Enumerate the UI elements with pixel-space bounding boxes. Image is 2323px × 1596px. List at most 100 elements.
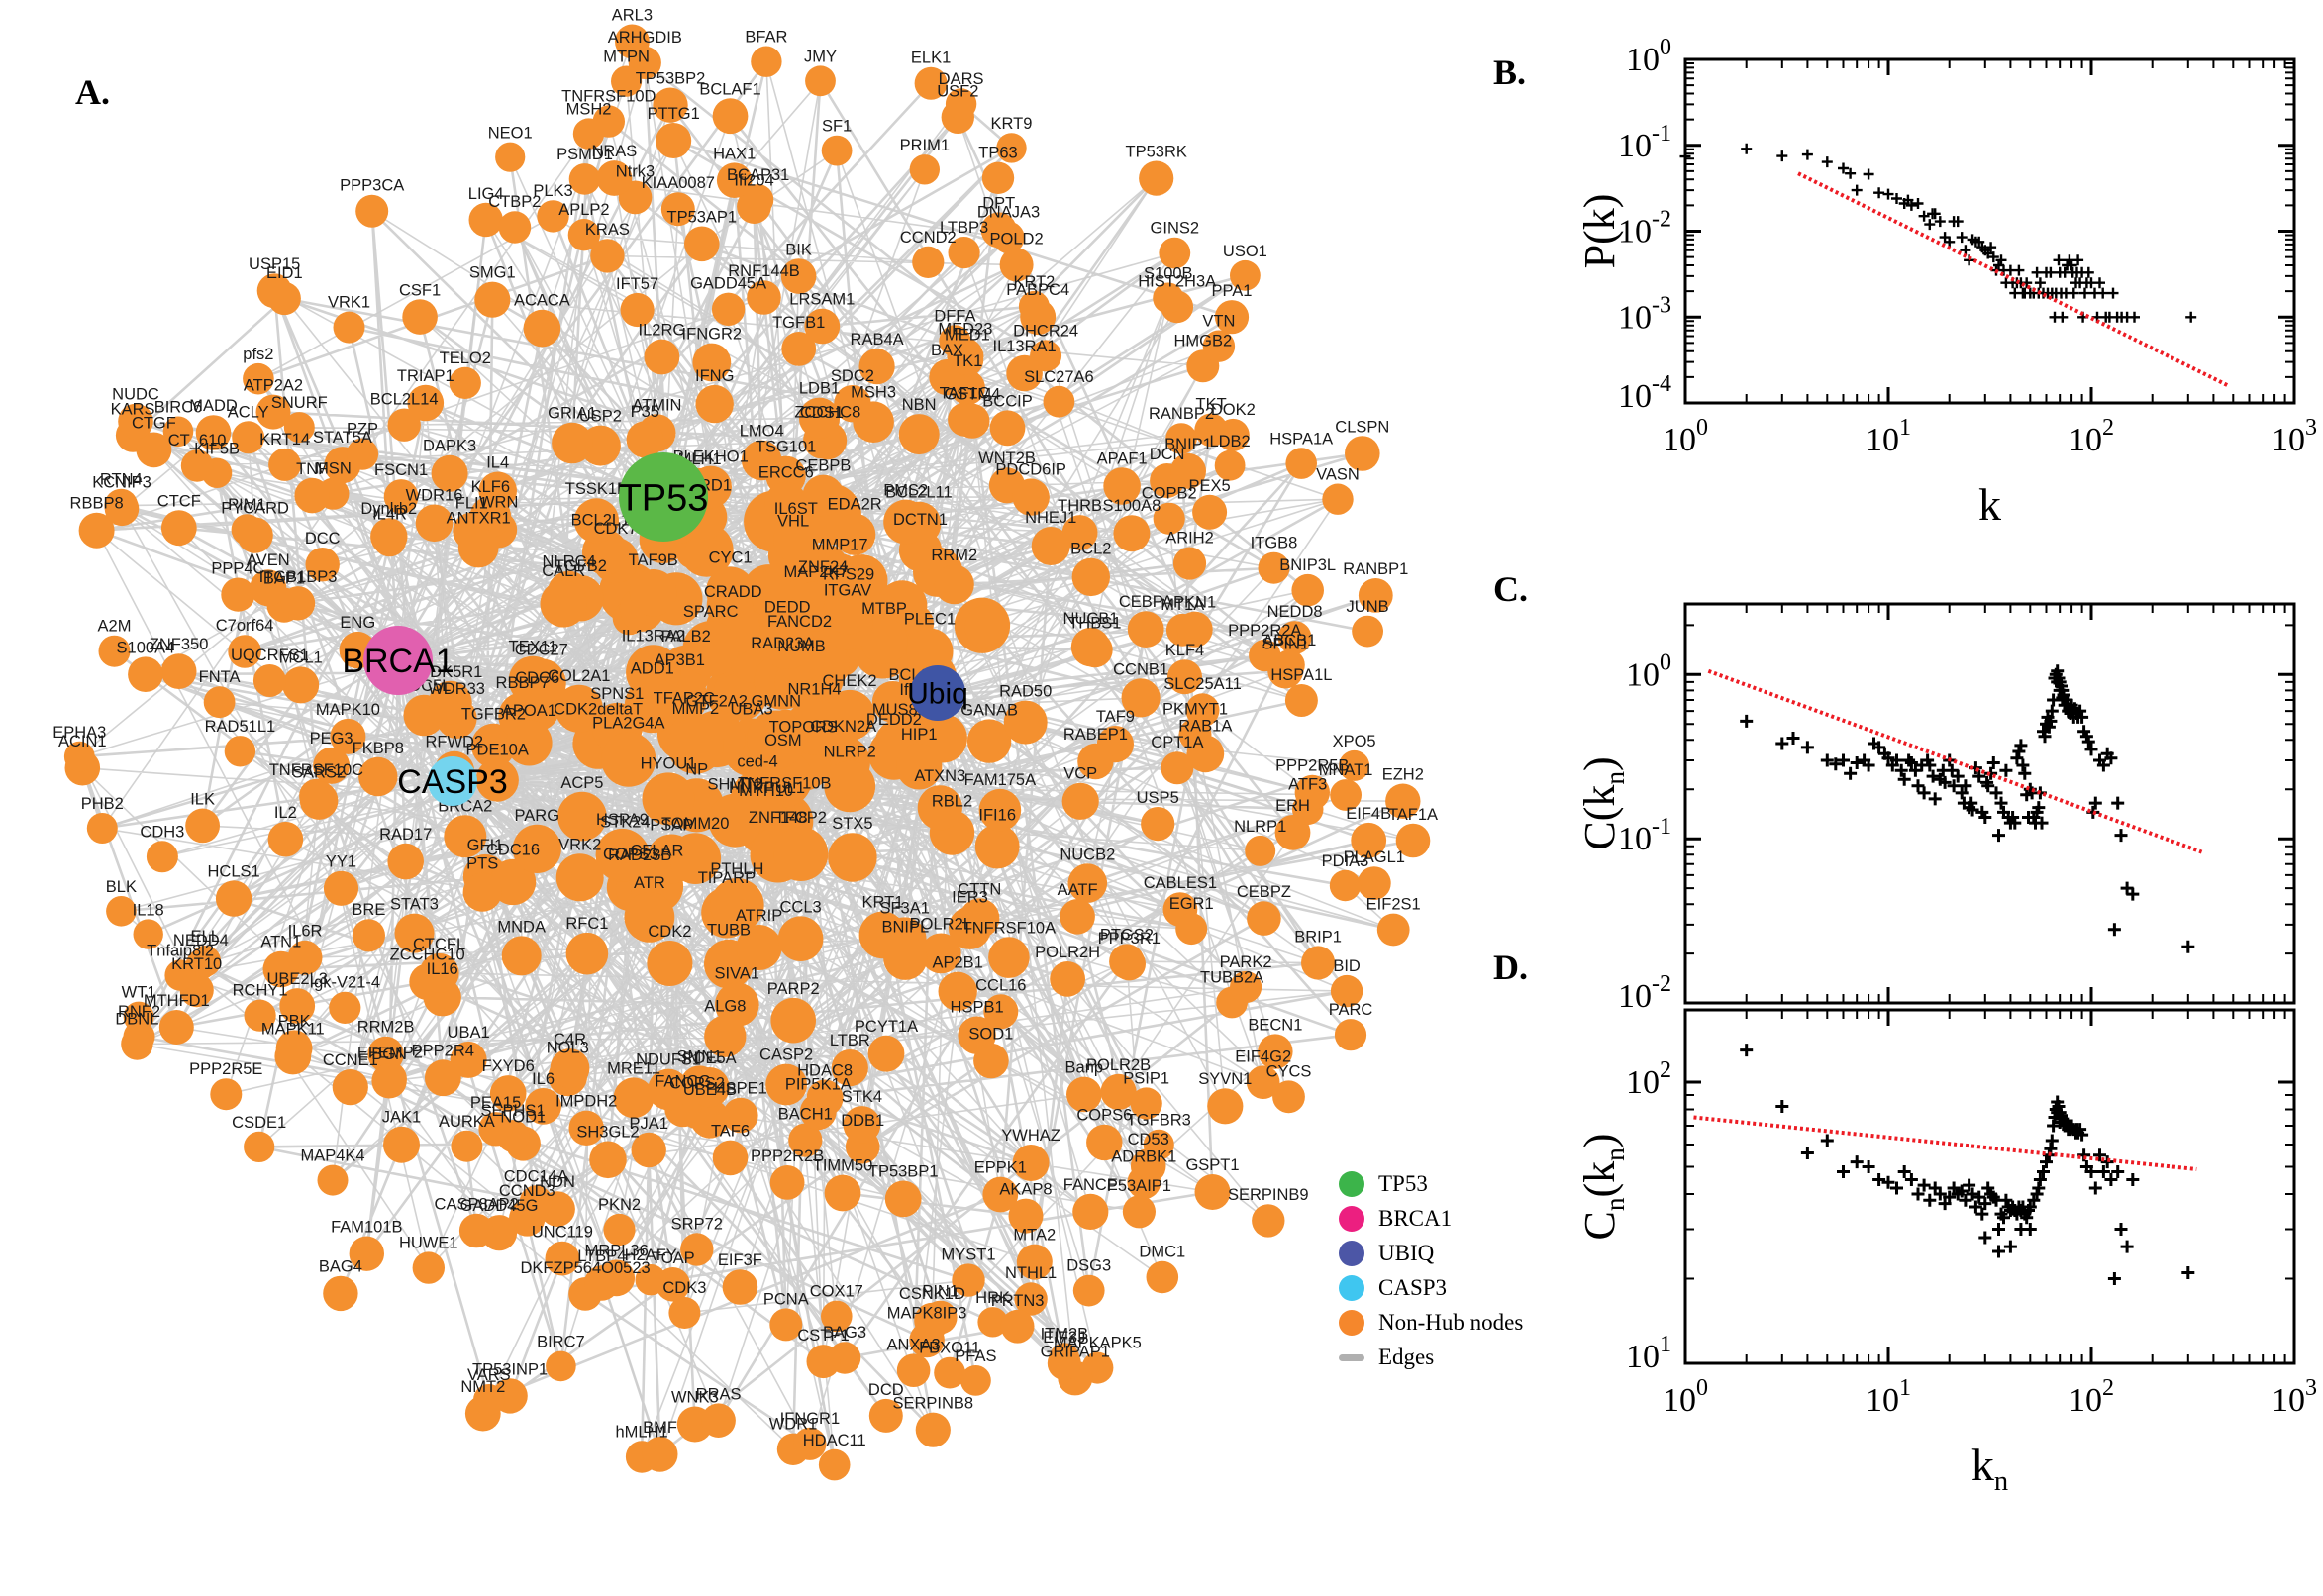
network-node[interactable] [1127,611,1164,648]
network-node[interactable] [1112,948,1147,981]
network-node[interactable] [1334,1019,1367,1051]
network-node[interactable] [133,919,163,949]
network-node[interactable] [185,808,221,844]
network-node[interactable] [164,959,196,991]
network-node[interactable] [831,1049,868,1087]
network-node[interactable] [1376,913,1410,947]
network-node[interactable] [1329,869,1362,902]
network-node[interactable] [444,815,487,858]
network-node[interactable] [1127,1165,1162,1200]
network-node[interactable] [590,239,625,273]
network-node[interactable] [250,569,287,607]
network-node[interactable] [1146,1260,1179,1294]
network-node[interactable] [1194,1174,1231,1210]
network-node[interactable] [525,1088,561,1125]
network-node[interactable] [330,718,366,754]
network-node[interactable] [788,1123,823,1157]
network-node[interactable] [701,1403,736,1438]
network-node[interactable] [660,192,695,227]
network-node[interactable] [508,655,557,705]
network-node[interactable] [751,46,782,77]
network-node[interactable] [215,880,252,917]
network-node[interactable] [1003,700,1048,745]
network-node[interactable] [1153,282,1184,314]
network-node[interactable] [232,421,265,454]
network-node[interactable] [868,1398,903,1433]
network-node[interactable] [118,403,153,440]
network-node[interactable] [556,853,604,902]
network-node[interactable] [603,1213,636,1247]
network-node[interactable] [98,635,131,667]
network-node[interactable] [1351,822,1387,858]
network-node[interactable] [747,280,781,315]
network-node[interactable] [1000,1309,1035,1344]
network-node[interactable] [1273,649,1305,681]
network-node[interactable] [1161,751,1194,785]
network-node[interactable] [711,292,746,326]
network-node[interactable] [565,932,609,975]
network-node[interactable] [1006,354,1043,392]
network-node[interactable] [821,1300,853,1333]
network-node[interactable] [106,896,137,927]
network-node[interactable] [982,1176,1019,1213]
network-node[interactable] [600,831,651,882]
network-node[interactable] [63,741,95,772]
network-node[interactable] [224,736,256,767]
network-node[interactable] [1170,452,1206,489]
network-node[interactable] [804,308,841,345]
network-node[interactable] [620,292,655,328]
network-node[interactable] [996,133,1027,163]
network-node[interactable] [449,366,481,399]
network-node[interactable] [689,1067,730,1108]
network-node[interactable] [883,936,928,980]
network-node[interactable] [1100,1073,1137,1110]
network-node[interactable] [906,628,954,675]
network-node[interactable] [770,997,816,1044]
network-node[interactable] [1358,578,1393,613]
network-node[interactable] [160,510,197,547]
network-node[interactable] [160,653,197,689]
network-node[interactable] [1339,749,1370,781]
network-node[interactable] [244,1131,275,1162]
network-node[interactable] [974,824,1020,869]
network-node[interactable] [519,1185,553,1219]
network-node[interactable] [523,309,561,348]
network-node[interactable] [1330,974,1364,1008]
network-node[interactable] [267,821,304,857]
network-node[interactable] [572,118,605,150]
network-node[interactable] [1395,823,1431,858]
network-node[interactable] [1176,611,1213,648]
network-node[interactable] [1285,448,1317,479]
network-node[interactable] [1249,639,1281,672]
network-node[interactable] [716,162,753,198]
hub-node-casp3[interactable] [428,756,477,806]
network-node[interactable] [980,212,1017,249]
network-node[interactable] [629,569,677,617]
network-node[interactable] [642,1437,678,1472]
network-node[interactable] [896,1353,931,1387]
network-node[interactable] [203,686,236,719]
network-node[interactable] [358,756,398,797]
network-node[interactable] [424,1059,461,1097]
network-node[interactable] [647,941,693,986]
network-node[interactable] [256,273,292,309]
network-node[interactable] [419,952,459,993]
network-node[interactable] [1258,551,1290,584]
network-node[interactable] [945,88,977,120]
network-node[interactable] [898,414,940,455]
network-node[interactable] [920,933,961,974]
network-node[interactable] [568,163,601,195]
network-node[interactable] [722,1269,758,1305]
network-node[interactable] [1014,1282,1048,1316]
network-node[interactable] [1186,735,1225,773]
network-node[interactable] [332,1069,368,1106]
network-node[interactable] [489,1075,527,1112]
network-node[interactable] [210,1078,243,1111]
network-node[interactable] [668,1297,701,1329]
network-node[interactable] [1071,557,1111,597]
network-node[interactable] [818,1448,851,1481]
network-node[interactable] [367,1036,404,1073]
network-node[interactable] [1016,1244,1053,1280]
network-node[interactable] [741,440,782,481]
network-node[interactable] [428,680,472,725]
